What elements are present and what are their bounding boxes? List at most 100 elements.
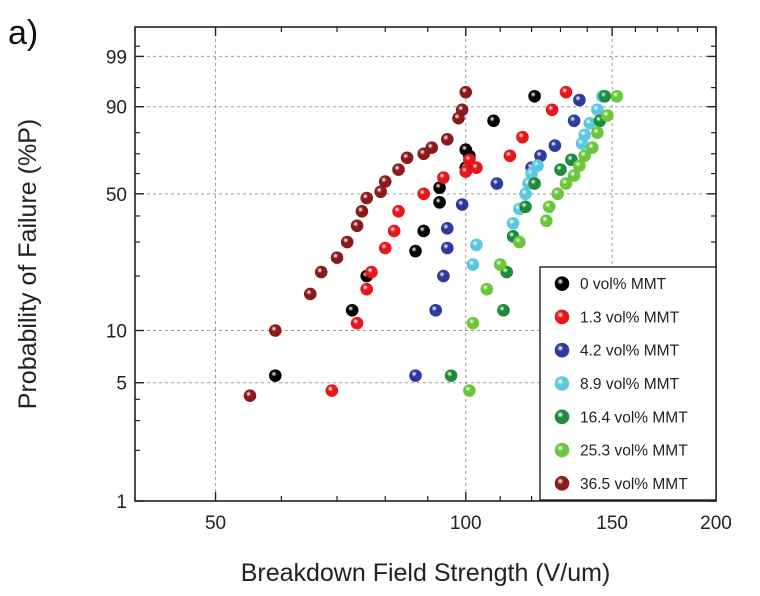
data-point xyxy=(440,222,454,235)
y-tick-label: 99 xyxy=(106,47,127,68)
data-point xyxy=(466,316,480,330)
data-point xyxy=(444,369,458,382)
legend-label: 16.4 vol% MMT xyxy=(580,409,688,426)
y-axis-title: Probability of Failure (%P) xyxy=(14,119,42,409)
legend-label: 25.3 vol% MMT xyxy=(580,443,688,460)
legend-marker xyxy=(554,342,570,358)
data-point xyxy=(493,258,507,271)
data-point xyxy=(559,85,573,99)
x-tick-label: 200 xyxy=(700,513,732,534)
data-point xyxy=(528,177,541,190)
data-point xyxy=(466,258,480,271)
data-point xyxy=(463,384,476,397)
data-point xyxy=(440,132,454,146)
legend-label: 1.3 vol% MMT xyxy=(580,309,680,326)
data-point xyxy=(578,149,591,163)
legend-label: 36.5 vol% MMT xyxy=(580,476,688,493)
data-point xyxy=(573,159,586,172)
data-point xyxy=(487,114,500,128)
data-point xyxy=(409,369,422,382)
data-point xyxy=(506,216,520,230)
data-point xyxy=(325,384,339,397)
data-point xyxy=(531,159,544,172)
data-point xyxy=(463,153,476,167)
x-axis-title: Breakdown Field Strength (V/um) xyxy=(241,559,611,587)
legend-marker xyxy=(554,376,570,391)
data-point xyxy=(417,187,431,201)
plot-frame xyxy=(134,26,717,502)
data-point xyxy=(573,93,586,107)
data-point xyxy=(559,177,573,190)
y-tick-label: 90 xyxy=(106,98,127,119)
data-point xyxy=(378,241,392,255)
data-point xyxy=(350,316,364,330)
data-point xyxy=(540,214,553,228)
data-point xyxy=(554,163,567,176)
legend-marker xyxy=(554,409,570,425)
data-point xyxy=(455,198,469,211)
panel-label: a) xyxy=(8,14,39,52)
data-point xyxy=(598,89,612,103)
data-point xyxy=(586,141,599,154)
data-point xyxy=(378,175,392,188)
data-point xyxy=(409,244,422,258)
data-point xyxy=(417,224,431,238)
data-point xyxy=(516,130,529,144)
legend-marker xyxy=(554,476,570,491)
data-point xyxy=(392,205,405,218)
data-point xyxy=(269,324,282,337)
legend-label: 4.2 vol% MMT xyxy=(580,343,680,360)
legend-marker xyxy=(554,442,570,458)
legend: 0 vol% MMT 1.3 vol% MMT 4.2 vol% MMT 8.9 vo… xyxy=(539,266,717,501)
data-point xyxy=(440,241,454,255)
data-point xyxy=(551,187,565,201)
data-point xyxy=(601,109,614,122)
data-point xyxy=(243,389,257,402)
data-point xyxy=(542,200,556,214)
data-point xyxy=(470,161,483,174)
data-point xyxy=(591,126,604,139)
data-point xyxy=(470,238,483,252)
data-point xyxy=(365,265,378,279)
data-point xyxy=(387,224,401,238)
data-point xyxy=(392,163,405,176)
data-point xyxy=(503,149,517,163)
data-point xyxy=(459,165,473,178)
data-point xyxy=(429,303,442,317)
data-point xyxy=(490,177,504,190)
data-point xyxy=(350,219,364,233)
legend-marker xyxy=(554,276,570,291)
data-point xyxy=(545,103,559,117)
data-point xyxy=(567,169,581,182)
data-point xyxy=(425,141,439,154)
data-point xyxy=(355,205,369,218)
data-point xyxy=(360,282,374,296)
data-point xyxy=(340,235,354,249)
data-point xyxy=(360,191,374,205)
data-point xyxy=(455,103,469,117)
y-tick-label: 1 xyxy=(116,492,127,513)
data-point xyxy=(519,200,532,214)
y-tick-label: 50 xyxy=(106,185,127,206)
x-tick-label: 150 xyxy=(596,513,628,534)
legend-marker xyxy=(554,309,570,325)
data-point xyxy=(437,171,450,184)
x-tick-label: 100 xyxy=(450,513,482,534)
data-point xyxy=(497,303,510,317)
tick-labels: 50 100 150 200 1 5 10 50 90 99 xyxy=(106,47,732,534)
legend-label: 0 vol% MMT xyxy=(580,276,667,293)
data-point xyxy=(330,251,344,264)
data-point xyxy=(345,303,359,317)
y-tick-label: 5 xyxy=(116,374,127,395)
data-point xyxy=(578,128,591,142)
data-point xyxy=(548,139,562,152)
data-point xyxy=(433,196,446,209)
y-tick-label: 10 xyxy=(106,322,127,343)
data-point xyxy=(314,265,328,279)
data-point xyxy=(567,114,581,128)
legend-label: 8.9 vol% MMT xyxy=(580,376,680,393)
data-point xyxy=(437,269,450,283)
legend-box xyxy=(539,266,717,501)
data-point xyxy=(459,85,473,99)
